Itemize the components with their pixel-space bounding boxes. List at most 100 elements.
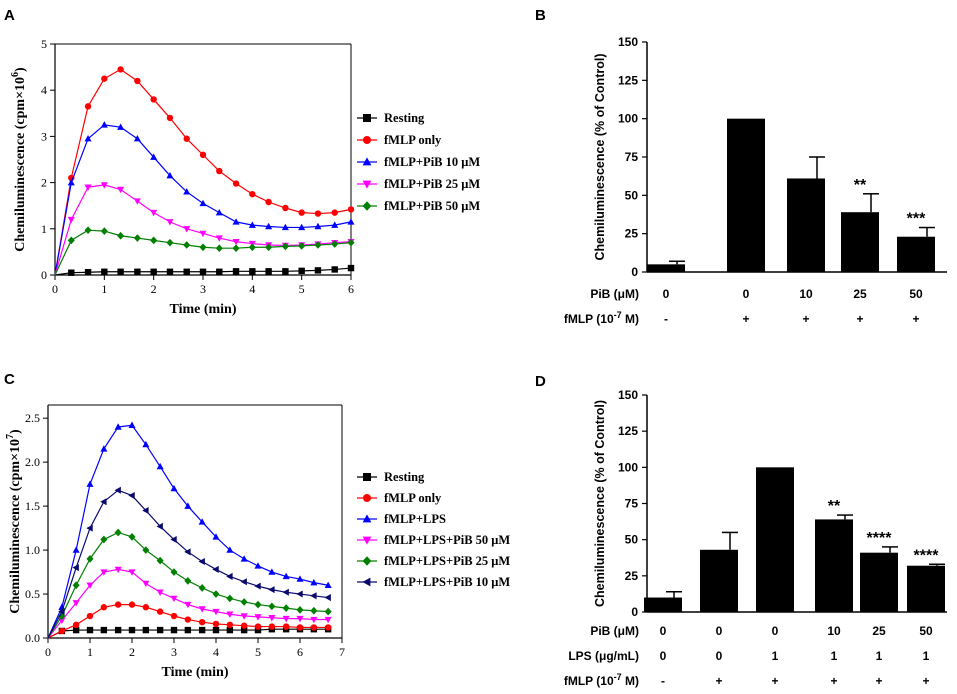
- x-tick-label: 1: [87, 645, 93, 659]
- y-axis-title: Chemiluminescence (cpm×107): [5, 429, 23, 614]
- series-2-point: [240, 555, 248, 562]
- series-5-point: [198, 557, 205, 566]
- series-4-point: [183, 241, 191, 249]
- panel-b-bars: *****: [647, 118, 935, 273]
- series-5-point: [72, 564, 79, 572]
- panel-label-d: D: [535, 373, 546, 390]
- series-3-point: [254, 614, 262, 621]
- series-3-point: [72, 600, 80, 607]
- condition-cell: +: [802, 312, 809, 326]
- y-axis-title-close: ): [13, 67, 28, 72]
- series-3-point: [268, 615, 276, 622]
- condition-cell: +: [771, 674, 778, 688]
- legend-label: Resting: [384, 470, 425, 484]
- row-label-main: LPS (μg/mL): [568, 649, 639, 663]
- x-tick-label: 2: [151, 282, 157, 296]
- series-0-point: [265, 268, 272, 275]
- y-tick-label: 0: [41, 268, 47, 282]
- series-3-point: [150, 209, 158, 217]
- series-4-point: [331, 240, 339, 248]
- series-4-point: [100, 227, 108, 235]
- y-tick-label: 50: [625, 533, 639, 547]
- condition-cell: 0: [772, 624, 779, 638]
- series-3-point: [114, 566, 122, 574]
- series-2-point: [212, 533, 220, 540]
- series-4-point: [226, 594, 234, 603]
- panel-label-b: B: [535, 7, 546, 24]
- series-3-point: [67, 216, 75, 224]
- series-5-point: [212, 565, 219, 573]
- series-4-point: [265, 243, 273, 252]
- series-0-point: [282, 268, 289, 275]
- condition-cell: +: [856, 312, 863, 326]
- series-4-point: [156, 556, 164, 565]
- series-1-point: [298, 209, 305, 216]
- series-0-point: [314, 267, 322, 274]
- x-axis-title: Time (min): [161, 665, 228, 680]
- series-1-point: [86, 612, 94, 620]
- condition-row-label: LPS (μg/mL): [568, 649, 639, 663]
- bar-0: [644, 597, 682, 612]
- condition-cell: 25: [853, 287, 867, 301]
- y-tick-label: 75: [625, 150, 639, 164]
- series-1-point: [282, 204, 289, 212]
- y-tick-label: 100: [618, 460, 638, 474]
- series-3-point: [170, 595, 178, 603]
- series-3-point: [142, 580, 150, 588]
- series-3-point: [226, 611, 234, 618]
- series-2-point: [58, 603, 66, 610]
- series-0-point: [84, 269, 92, 276]
- series-1-point: [324, 624, 332, 631]
- series-4-point: [254, 600, 262, 609]
- series-0-point: [156, 626, 164, 634]
- legend-label: fMLP+LPS+PiB 50 μM: [384, 533, 510, 547]
- series-1-point: [58, 627, 66, 635]
- series-3-point: [324, 616, 332, 624]
- legend-marker: [362, 180, 372, 189]
- series-1-point: [101, 75, 108, 82]
- y-tick-label: 0.0: [25, 631, 40, 645]
- series-4-point: [150, 236, 158, 245]
- series-3-point: [100, 569, 108, 576]
- y-axis-title-exponent: 6: [10, 72, 21, 77]
- series-1-point: [331, 209, 338, 216]
- series-5-point: [240, 578, 247, 586]
- series-2-point: [156, 462, 164, 470]
- row-label-tail: M): [622, 674, 639, 688]
- condition-cell: 10: [827, 624, 841, 638]
- y-tick-label: 125: [618, 424, 638, 438]
- panel-b-axes: 0 25 50 75 100 125 150 Chemiluminescence (% of …: [593, 35, 947, 279]
- series-4-point: [117, 231, 125, 240]
- legend-label: fMLP+PiB 10 μM: [384, 155, 480, 169]
- series-2-point: [282, 572, 290, 580]
- series-1-point: [183, 135, 190, 142]
- series-1-point: [142, 604, 150, 611]
- series-4-point: [86, 555, 94, 563]
- condition-cell: 0: [716, 649, 723, 663]
- series-2-point: [268, 568, 276, 575]
- series-0-point: [170, 626, 178, 634]
- y-tick-label: 1.5: [25, 499, 40, 513]
- series-5-point: [156, 522, 163, 530]
- series-2-point: [72, 546, 80, 553]
- series-1-point: [198, 618, 206, 626]
- series-4-point: [310, 606, 318, 615]
- y-tick-label: 125: [618, 73, 638, 87]
- series-3-point: [215, 235, 223, 242]
- series-1-point: [84, 103, 92, 110]
- series-4-point: [142, 546, 150, 554]
- series-2-point: [86, 480, 94, 487]
- condition-cell: -: [661, 674, 665, 688]
- row-label-exponent: -7: [614, 672, 622, 682]
- series-0-point: [226, 626, 234, 634]
- condition-cell: 1: [831, 649, 838, 663]
- significance-label-3: **: [854, 177, 867, 194]
- bar-1: [700, 549, 738, 612]
- series-1-point: [268, 623, 276, 630]
- condition-cell: 0: [663, 287, 670, 301]
- legend-label: Resting: [384, 111, 425, 125]
- series-0-point: [117, 268, 124, 275]
- series-2-point: [324, 581, 332, 588]
